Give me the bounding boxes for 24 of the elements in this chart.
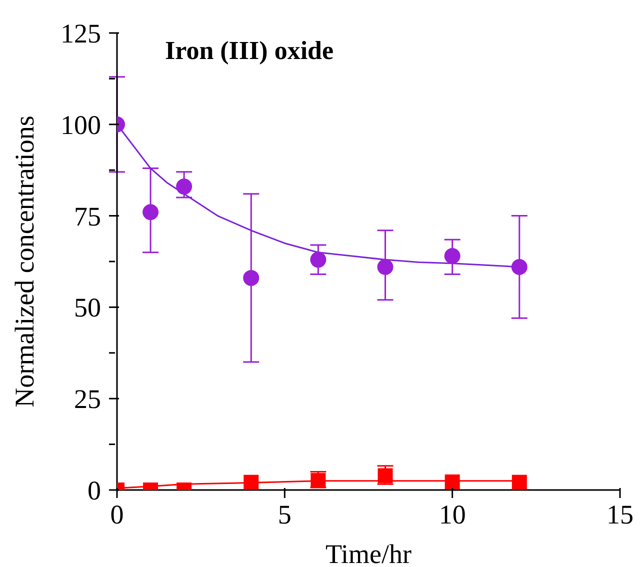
y-tick-label: 125 — [60, 18, 101, 48]
point — [512, 474, 527, 490]
y-tick-label: 25 — [74, 384, 101, 414]
y-tick-label: 75 — [74, 201, 101, 232]
point — [176, 178, 192, 195]
point — [377, 258, 394, 275]
point — [511, 258, 528, 275]
point — [310, 252, 326, 268]
point — [444, 248, 460, 264]
chart-title: Iron (III) oxide — [165, 36, 334, 66]
x-tick-label: 0 — [110, 500, 124, 530]
y-axis-title: Normalized concentrations — [10, 116, 40, 408]
y-tick-label: 50 — [74, 292, 101, 323]
x-tick-label: 10 — [438, 500, 466, 530]
x-axis-title: Time/hr — [325, 539, 412, 567]
x-tick-label: 15 — [606, 500, 634, 530]
point — [244, 474, 259, 490]
point — [378, 468, 393, 484]
point — [142, 204, 159, 220]
y-tick-label: 100 — [60, 110, 101, 140]
y-tick-label: 0 — [88, 475, 101, 506]
point — [243, 270, 260, 286]
point — [444, 474, 460, 490]
x-tick-label: 5 — [278, 500, 292, 530]
